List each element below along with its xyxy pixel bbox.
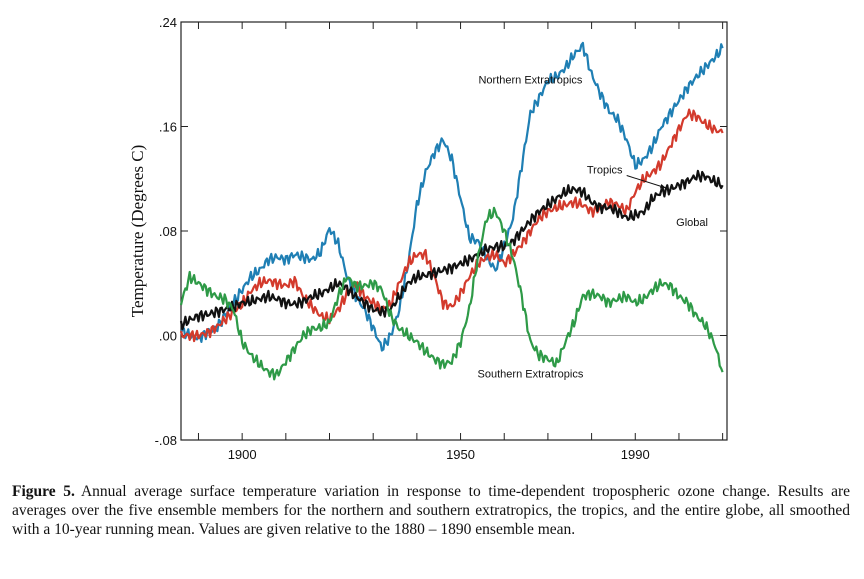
y-tick-label: .00	[159, 329, 177, 344]
y-tick-label: .08	[159, 224, 177, 239]
y-axis-title: Temperature (Degrees C)	[128, 145, 147, 318]
x-tick-label: 1990	[621, 447, 650, 462]
series-label-northern-extratropics: Northern Extratropics	[478, 74, 582, 86]
x-tick-label: 1900	[228, 447, 257, 462]
y-tick-label: -.08	[155, 433, 177, 448]
series-lines	[179, 41, 724, 381]
y-tick-label: .16	[159, 120, 177, 135]
figure-caption-label: Figure 5.	[12, 483, 75, 500]
plot-area-frame	[180, 21, 728, 441]
series-label-southern-extratropics: Southern Extratropics	[478, 368, 584, 380]
x-tick-label: 1950	[446, 447, 475, 462]
series-line-northern-extratropics	[179, 41, 724, 352]
series-line-global	[179, 169, 724, 331]
series-label-global: Global	[676, 217, 708, 229]
series-label-tropics: Tropics	[587, 165, 623, 177]
y-tick-label: .24	[159, 15, 177, 30]
series-annotations: Northern Extratropics Tropics Global Southe…	[478, 74, 708, 380]
series-line-southern-extratropics	[179, 206, 724, 381]
x-axis: 1900 1950 1990	[197, 22, 724, 462]
temperature-chart: -.08 .00 .08 .16 .24 1900 1950 1990 Northern E…	[128, 15, 728, 462]
tropics-arrowhead	[659, 184, 666, 189]
y-axis: -.08 .00 .08 .16 .24	[155, 15, 727, 448]
figure-caption: Figure 5. Annual average surface temperat…	[12, 482, 850, 539]
series-line-tropics	[179, 108, 724, 343]
figure-caption-text: Annual average surface temperature varia…	[12, 483, 850, 538]
tropics-arrow	[626, 175, 666, 189]
